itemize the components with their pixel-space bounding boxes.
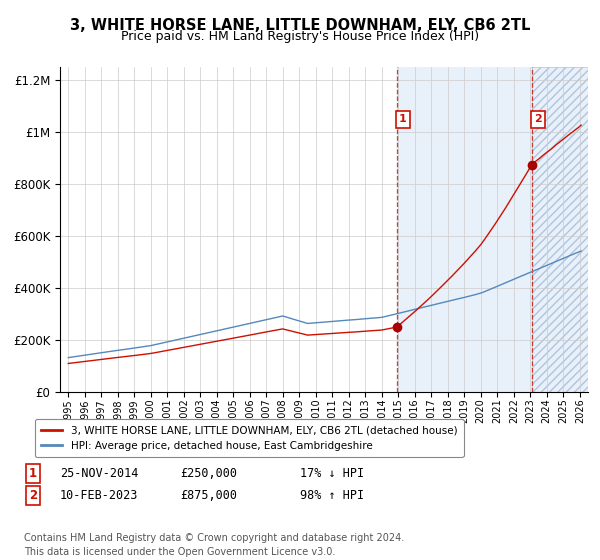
Text: £250,000: £250,000 — [180, 466, 237, 480]
Text: 2: 2 — [535, 114, 542, 124]
Text: £875,000: £875,000 — [180, 489, 237, 502]
Bar — [532, 67, 588, 392]
Text: 1: 1 — [399, 114, 407, 124]
Text: 2: 2 — [29, 489, 37, 502]
Text: 1: 1 — [29, 466, 37, 480]
Text: 98% ↑ HPI: 98% ↑ HPI — [300, 489, 364, 502]
Legend: 3, WHITE HORSE LANE, LITTLE DOWNHAM, ELY, CB6 2TL (detached house), HPI: Average: 3, WHITE HORSE LANE, LITTLE DOWNHAM, ELY… — [35, 419, 464, 457]
Text: 3, WHITE HORSE LANE, LITTLE DOWNHAM, ELY, CB6 2TL: 3, WHITE HORSE LANE, LITTLE DOWNHAM, ELY… — [70, 18, 530, 32]
Text: 10-FEB-2023: 10-FEB-2023 — [60, 489, 139, 502]
Text: 25-NOV-2014: 25-NOV-2014 — [60, 466, 139, 480]
Text: 17% ↓ HPI: 17% ↓ HPI — [300, 466, 364, 480]
Text: Contains HM Land Registry data © Crown copyright and database right 2024.
This d: Contains HM Land Registry data © Crown c… — [24, 533, 404, 557]
Bar — [397, 67, 532, 392]
Text: Price paid vs. HM Land Registry's House Price Index (HPI): Price paid vs. HM Land Registry's House … — [121, 30, 479, 43]
